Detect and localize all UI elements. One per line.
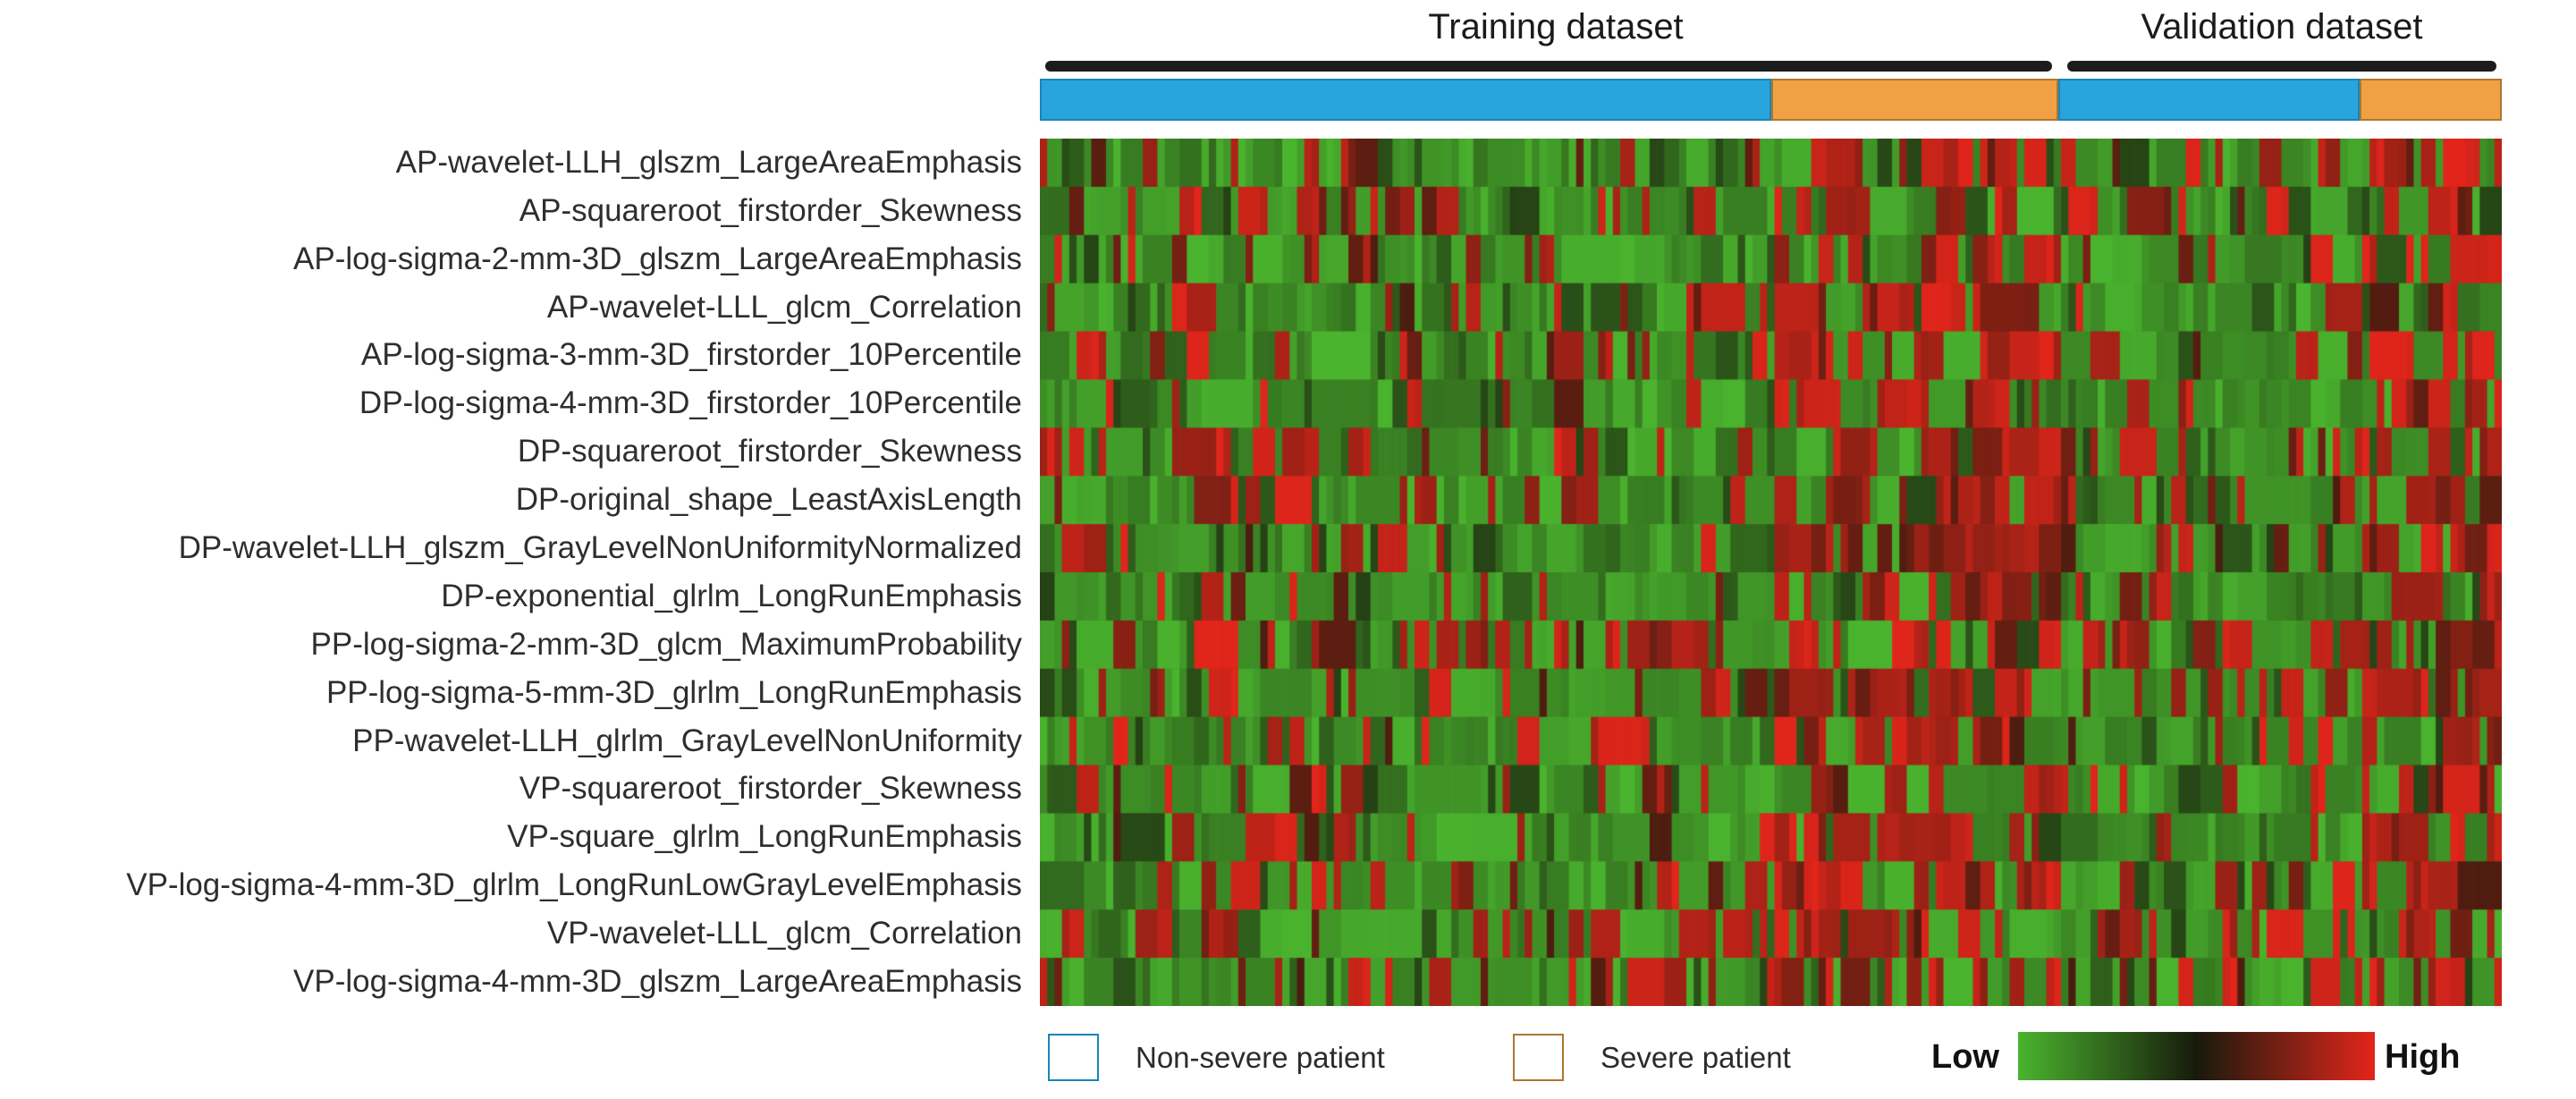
non-severe-swatch-icon [1048, 1034, 1099, 1081]
row-label: AP-wavelet-LLH_glszm_LargeAreaEmphasis [395, 144, 1022, 180]
colorbar-low-label: Low [1931, 1038, 1999, 1076]
row-label: VP-log-sigma-4-mm-3D_glrlm_LongRunLowGra… [126, 867, 1022, 903]
colorbar-gradient [2018, 1032, 2375, 1080]
row-label: DP-wavelet-LLH_glszm_GrayLevelNonUniform… [178, 530, 1022, 566]
patient-group-annotation-bar [1040, 79, 2502, 121]
training-dataset-title: Training dataset [1428, 7, 1684, 46]
annotation-segment-validation-nonsevere [2057, 79, 2361, 121]
row-label: PP-wavelet-LLH_glrlm_GrayLevelNonUniform… [352, 723, 1022, 758]
severe-legend-label: Severe patient [1600, 1041, 1791, 1074]
row-label: VP-log-sigma-4-mm-3D_glszm_LargeAreaEmph… [293, 964, 1022, 1000]
row-label: AP-wavelet-LLL_glcm_Correlation [546, 289, 1022, 325]
non-severe-legend-label: Non-severe patient [1136, 1041, 1385, 1074]
row-label: AP-log-sigma-3-mm-3D_firstorder_10Percen… [360, 337, 1022, 373]
feature-row-labels: AP-wavelet-LLH_glszm_LargeAreaEmphasis A… [0, 139, 1022, 1006]
severe-swatch-icon [1513, 1034, 1564, 1081]
row-label: DP-log-sigma-4-mm-3D_firstorder_10Percen… [359, 385, 1022, 421]
training-underline [1045, 61, 2052, 72]
row-label: AP-log-sigma-2-mm-3D_glszm_LargeAreaEmph… [293, 241, 1022, 276]
row-label: DP-squareroot_firstorder_Skewness [517, 434, 1022, 469]
annotation-segment-validation-severe [2360, 79, 2502, 121]
validation-underline [2067, 61, 2496, 72]
row-label: PP-log-sigma-5-mm-3D_glrlm_LongRunEmphas… [325, 674, 1022, 710]
validation-dataset-title: Validation dataset [2141, 7, 2423, 46]
colorbar-high-label: High [2385, 1038, 2461, 1076]
row-label: VP-squareroot_firstorder_Skewness [519, 771, 1022, 807]
row-label: DP-original_shape_LeastAxisLength [515, 482, 1022, 518]
row-label: PP-log-sigma-2-mm-3D_glcm_MaximumProbabi… [310, 626, 1022, 662]
row-label: VP-wavelet-LLL_glcm_Correlation [546, 916, 1022, 951]
row-label: DP-exponential_glrlm_LongRunEmphasis [441, 578, 1022, 613]
row-label: VP-square_glrlm_LongRunEmphasis [507, 819, 1022, 855]
annotation-segment-training-nonsevere [1040, 79, 1771, 121]
annotation-segment-training-severe [1770, 79, 2058, 121]
heatmap-canvas [1040, 139, 2502, 1006]
row-label: AP-squareroot_firstorder_Skewness [519, 192, 1022, 228]
